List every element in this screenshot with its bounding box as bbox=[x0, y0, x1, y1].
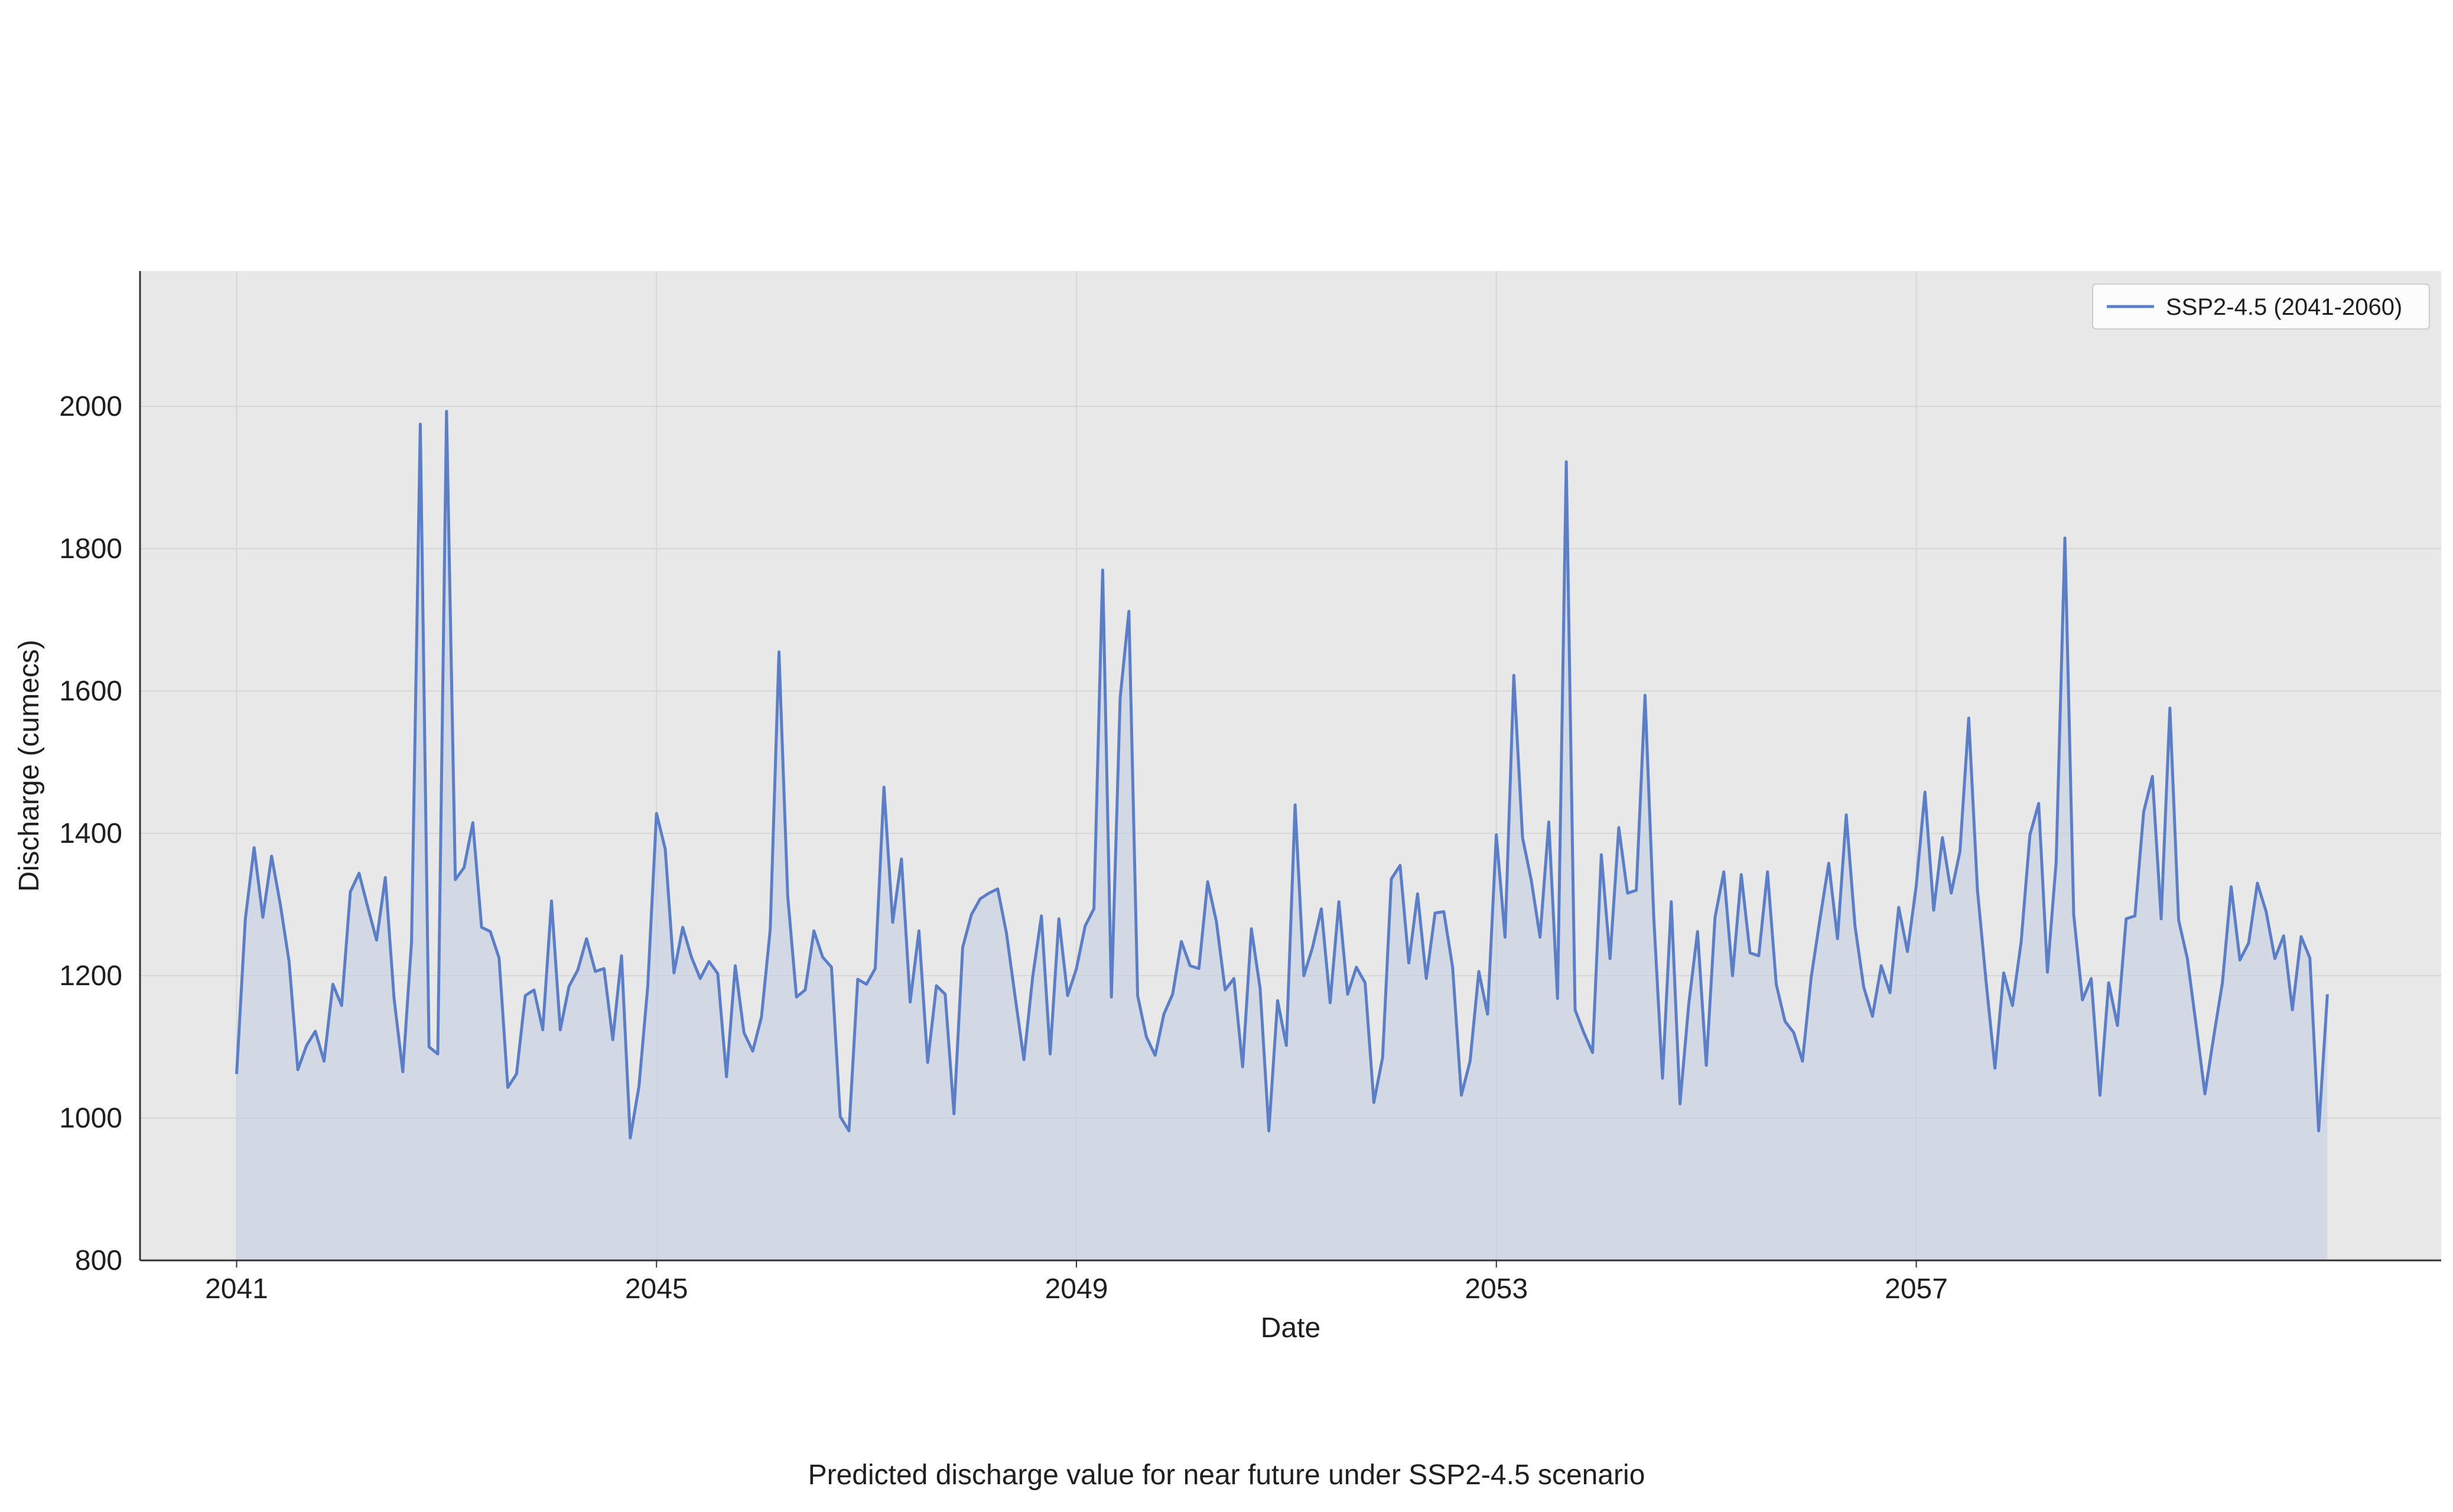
y-tick-label: 1600 bbox=[59, 676, 122, 707]
x-tick-label: 2049 bbox=[1045, 1273, 1108, 1305]
y-tick-label: 800 bbox=[75, 1245, 122, 1276]
x-tick-label: 2053 bbox=[1465, 1273, 1528, 1305]
y-tick-label: 1200 bbox=[59, 960, 122, 992]
y-tick-label: 1400 bbox=[59, 818, 122, 849]
legend: SSP2-4.5 (2041-2060) bbox=[2092, 284, 2430, 330]
y-tick-label: 2000 bbox=[59, 391, 122, 422]
x-axis-title: Date bbox=[1261, 1312, 1320, 1344]
legend-box bbox=[2092, 284, 2430, 330]
y-tick-label: 1800 bbox=[59, 533, 122, 565]
x-ticks: 2041 2045 2049 2053 2057 bbox=[205, 1260, 1948, 1305]
legend-label: SSP2-4.5 (2041-2060) bbox=[2166, 294, 2402, 320]
x-tick-label: 2041 bbox=[205, 1273, 268, 1305]
y-ticks: 800 1000 1200 1400 1600 1800 2000 bbox=[59, 391, 122, 1276]
x-tick-label: 2057 bbox=[1885, 1273, 1948, 1305]
y-tick-label: 1000 bbox=[59, 1103, 122, 1134]
x-tick-label: 2045 bbox=[625, 1273, 688, 1305]
figure-caption: Predicted discharge value for near futur… bbox=[808, 1459, 1645, 1491]
y-axis-title: Discharge (cumecs) bbox=[14, 640, 45, 892]
series-line bbox=[235, 409, 2329, 1140]
